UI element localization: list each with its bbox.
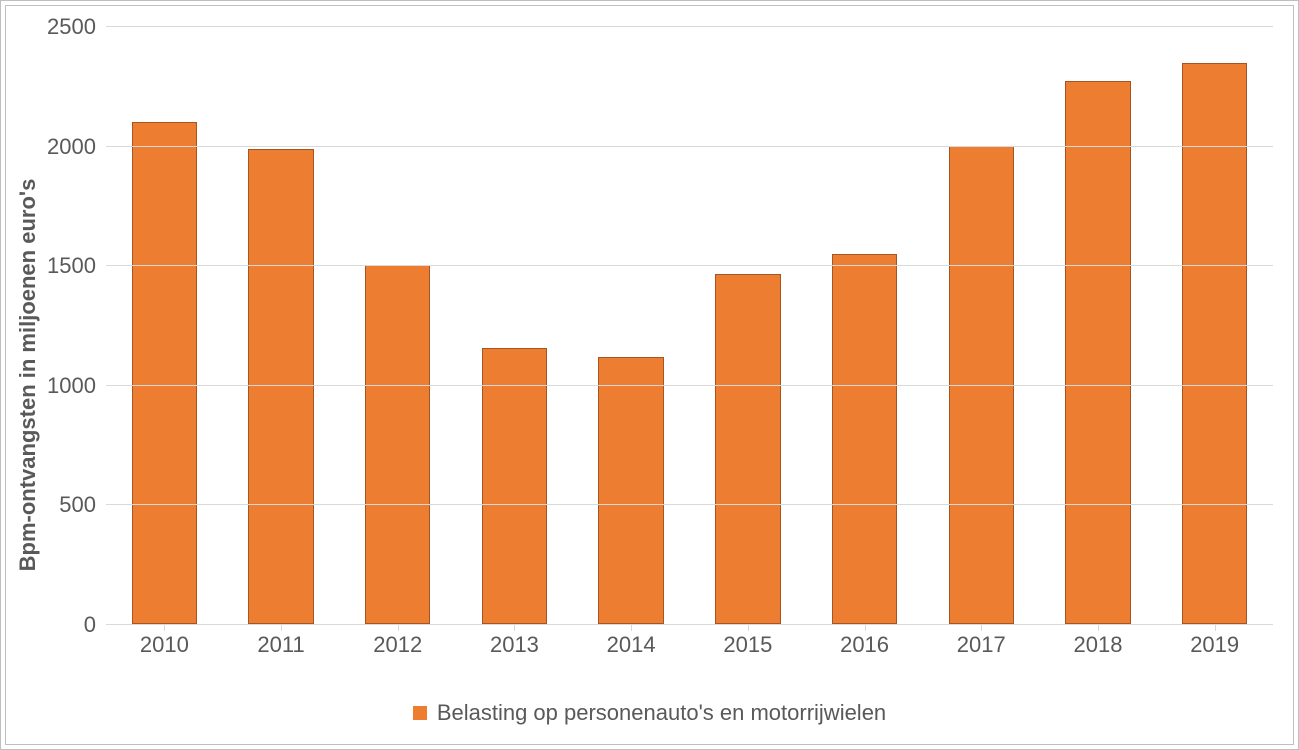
grid-line: 0 — [106, 624, 1273, 625]
grid-line: 500 — [106, 504, 1273, 505]
grid-line: 2500 — [106, 26, 1273, 27]
bar — [482, 348, 547, 624]
bar-slot: 2019 — [1156, 26, 1273, 624]
y-axis-label: Bpm-ontvangsten in miljoenen euro's — [15, 179, 41, 572]
bar-slot: 2018 — [1040, 26, 1157, 624]
x-tick-label: 2012 — [373, 624, 422, 658]
bar-slot: 2016 — [806, 26, 923, 624]
bar-slot: 2017 — [923, 26, 1040, 624]
bar — [832, 254, 897, 624]
bar — [132, 122, 197, 624]
bar-slot: 2010 — [106, 26, 223, 624]
bar-slot: 2014 — [573, 26, 690, 624]
chart-inner: Bpm-ontvangsten in miljoenen euro's 2010… — [5, 5, 1294, 745]
bar — [1065, 81, 1130, 624]
y-tick-label: 2000 — [47, 134, 106, 160]
bar-slot: 2015 — [690, 26, 807, 624]
grid-line: 1500 — [106, 265, 1273, 266]
bar — [365, 265, 430, 624]
bar-slot: 2013 — [456, 26, 573, 624]
bar — [1182, 63, 1247, 624]
y-tick-label: 1000 — [47, 373, 106, 399]
x-tick-label: 2013 — [490, 624, 539, 658]
y-tick-label: 1500 — [47, 253, 106, 279]
bar — [248, 149, 313, 624]
chart-container: Bpm-ontvangsten in miljoenen euro's 2010… — [0, 0, 1299, 750]
x-tick-label: 2014 — [607, 624, 656, 658]
x-tick-label: 2017 — [957, 624, 1006, 658]
x-tick-label: 2016 — [840, 624, 889, 658]
legend-swatch — [413, 706, 427, 720]
y-tick-label: 500 — [59, 492, 106, 518]
y-tick-label: 2500 — [47, 14, 106, 40]
bar-slot: 2011 — [223, 26, 340, 624]
bar — [715, 274, 780, 624]
y-tick-label: 0 — [84, 612, 106, 638]
x-tick-label: 2011 — [257, 624, 304, 658]
x-tick-label: 2015 — [723, 624, 772, 658]
x-tick-label: 2010 — [140, 624, 189, 658]
grid-line: 1000 — [106, 385, 1273, 386]
x-tick-label: 2019 — [1190, 624, 1239, 658]
bar-slot: 2012 — [339, 26, 456, 624]
legend: Belasting op personenauto's en motorrijw… — [6, 700, 1293, 726]
x-tick-label: 2018 — [1073, 624, 1122, 658]
bars-group: 2010201120122013201420152016201720182019 — [106, 26, 1273, 624]
legend-label: Belasting op personenauto's en motorrijw… — [437, 700, 886, 726]
plot-area: 2010201120122013201420152016201720182019… — [106, 26, 1273, 624]
bar — [598, 357, 663, 624]
grid-line: 2000 — [106, 146, 1273, 147]
